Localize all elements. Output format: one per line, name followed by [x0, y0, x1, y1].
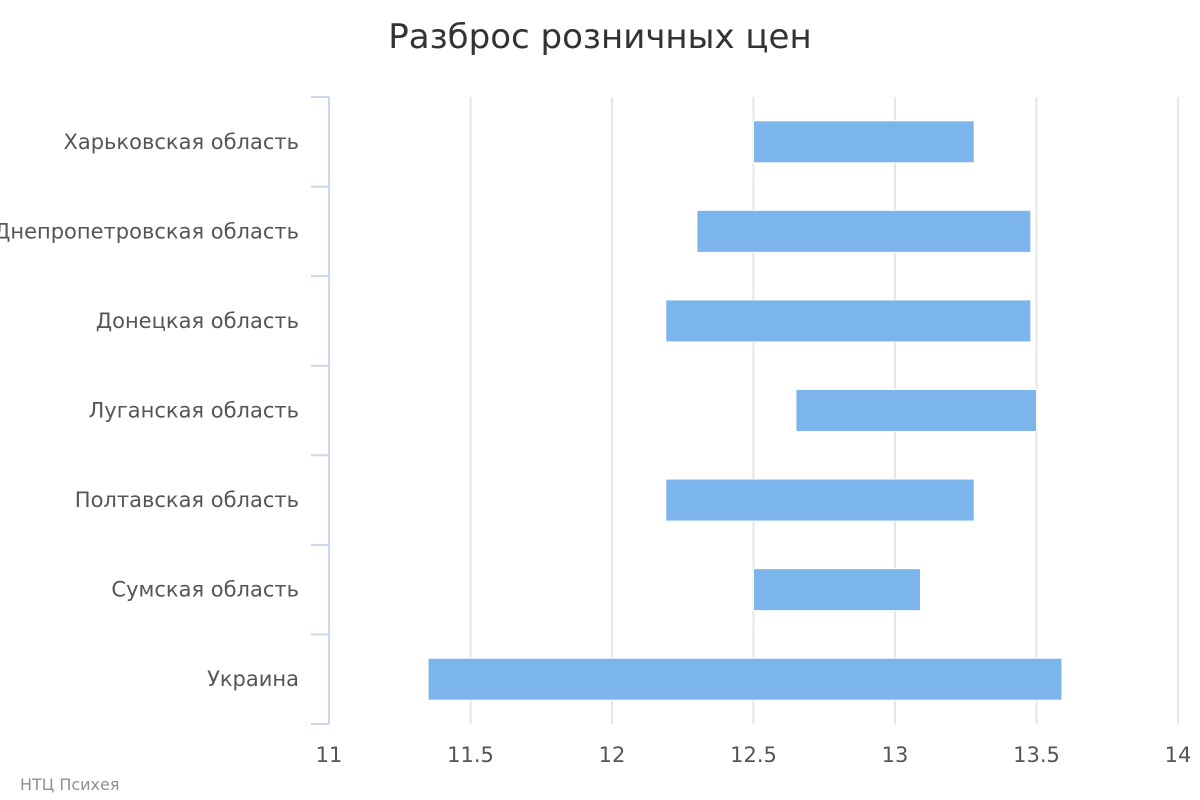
bars [427, 120, 1063, 701]
x-tick-label: 13.5 [1013, 743, 1060, 767]
range-bar[interactable] [696, 209, 1032, 253]
category-labels: Харьковская область Днепропетровская обла… [0, 130, 299, 691]
x-tick-label: 11 [316, 743, 343, 767]
category-label: Днепропетровская область [0, 219, 299, 243]
x-tick-label: 11.5 [447, 743, 494, 767]
credits-label: НТЦ Психея [20, 775, 119, 794]
range-bar[interactable] [427, 657, 1063, 701]
category-label: Луганская область [88, 399, 299, 423]
category-label: Харьковская область [63, 130, 299, 154]
range-bar[interactable] [665, 299, 1032, 343]
range-bar[interactable] [795, 389, 1038, 432]
x-tick-label: 12 [599, 743, 626, 767]
x-tick-label: 13 [882, 743, 909, 767]
category-label: Полтавская область [75, 488, 299, 512]
chart-title: Разброс розничных цен [388, 17, 811, 57]
category-label: Сумская область [111, 578, 299, 602]
x-tick-labels: 11 11.5 12 12.5 13 13.5 14 [316, 743, 1192, 767]
range-bar[interactable] [665, 478, 975, 522]
category-label: Донецкая область [96, 309, 299, 333]
axes [311, 96, 330, 725]
x-tick-label: 14 [1165, 743, 1192, 767]
range-bar[interactable] [753, 568, 921, 612]
x-tick-label: 12.5 [730, 743, 777, 767]
category-label: Украина [207, 667, 299, 691]
range-bar[interactable] [753, 120, 975, 164]
